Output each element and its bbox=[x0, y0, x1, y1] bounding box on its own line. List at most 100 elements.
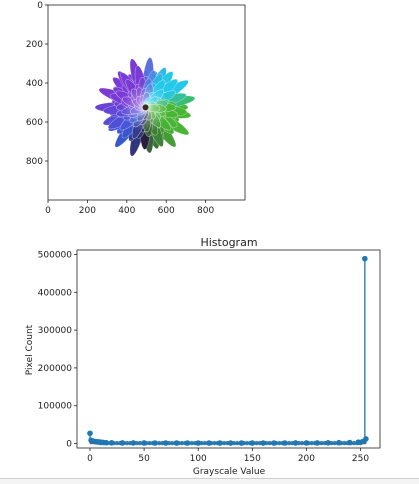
histogram-marker bbox=[362, 255, 368, 262]
histogram-marker bbox=[176, 440, 181, 446]
histogram-marker bbox=[296, 440, 302, 446]
histogram-x-axis-label: Grayscale Value bbox=[193, 467, 266, 477]
histogram-marker bbox=[225, 440, 230, 446]
histogram-marker bbox=[303, 440, 308, 446]
histogram-marker bbox=[166, 440, 172, 446]
histogram-title: Histogram bbox=[200, 236, 257, 249]
histogram-x-ticks: 0 50 100 150 200 250 bbox=[87, 448, 369, 464]
image-x-tick-label: 600 bbox=[158, 206, 175, 216]
histogram-marker bbox=[101, 440, 107, 446]
histogram-marker bbox=[234, 440, 240, 446]
histogram-marker bbox=[231, 440, 237, 446]
image-y-ticks: 0 200 400 600 800 bbox=[26, 1, 48, 167]
histogram-marker bbox=[319, 440, 324, 446]
histogram-marker bbox=[260, 440, 266, 446]
image-plot-frame bbox=[47, 4, 246, 201]
histogram-marker bbox=[202, 440, 207, 446]
histogram-marker bbox=[280, 440, 285, 446]
histogram-y-tick-label: 100000 bbox=[38, 402, 73, 412]
histogram-marker bbox=[118, 440, 123, 446]
histogram-marker bbox=[273, 440, 279, 446]
histogram-marker bbox=[108, 440, 113, 446]
histogram-marker bbox=[286, 440, 292, 446]
histogram-marker bbox=[179, 440, 185, 446]
histogram-marker bbox=[312, 440, 318, 446]
histogram-y-tick-label: 300000 bbox=[38, 326, 73, 336]
histogram-marker bbox=[170, 440, 175, 446]
histogram-marker bbox=[241, 440, 246, 446]
histogram-marker bbox=[342, 440, 347, 446]
histogram-marker bbox=[127, 440, 133, 446]
histogram-marker bbox=[105, 440, 110, 446]
histogram-marker bbox=[322, 440, 328, 446]
histogram-x-tick-label: 50 bbox=[138, 454, 150, 464]
histogram-marker bbox=[363, 436, 369, 442]
histogram-marker bbox=[244, 440, 250, 446]
histogram-marker bbox=[114, 440, 120, 446]
histogram-marker bbox=[98, 440, 104, 446]
histogram-stems bbox=[87, 255, 369, 446]
histogram-x-tick-label: 150 bbox=[244, 454, 261, 464]
histogram-marker bbox=[309, 440, 315, 446]
histogram-marker bbox=[306, 440, 311, 446]
histogram-marker bbox=[228, 440, 233, 446]
histogram-x-tick-label: 100 bbox=[190, 454, 207, 464]
histogram-marker bbox=[134, 440, 139, 446]
histogram-marker bbox=[355, 440, 360, 446]
histogram-marker bbox=[124, 440, 129, 446]
histogram-marker bbox=[338, 440, 344, 446]
histogram-marker bbox=[163, 440, 168, 446]
histogram-marker bbox=[299, 440, 305, 446]
image-y-tick-label: 200 bbox=[26, 40, 43, 50]
histogram-marker bbox=[196, 440, 201, 446]
histogram-marker bbox=[293, 440, 298, 446]
histogram-y-tick-label: 500000 bbox=[38, 251, 73, 261]
histogram-marker bbox=[270, 440, 276, 446]
image-x-tick-label: 200 bbox=[79, 206, 96, 216]
histogram-frame bbox=[76, 249, 381, 449]
histogram-marker bbox=[332, 440, 337, 446]
histogram-marker bbox=[140, 440, 146, 446]
histogram-x-tick-label: 250 bbox=[352, 454, 369, 464]
histogram-marker bbox=[208, 440, 214, 446]
histogram-marker bbox=[358, 440, 363, 446]
image-y-tick-label: 0 bbox=[37, 1, 43, 11]
histogram-marker bbox=[215, 440, 220, 446]
flower-image bbox=[94, 57, 196, 157]
histogram-marker bbox=[351, 440, 357, 446]
histogram-y-axis-label: Pixel Count bbox=[25, 324, 35, 375]
histogram-x-tick-label: 0 bbox=[87, 454, 93, 464]
image-y-tick-label: 800 bbox=[26, 157, 43, 167]
histogram-marker bbox=[335, 440, 340, 446]
histogram-marker bbox=[264, 440, 269, 446]
histogram-marker bbox=[277, 440, 282, 446]
histogram-marker bbox=[290, 440, 295, 446]
histogram-marker bbox=[316, 440, 321, 446]
histogram-marker bbox=[144, 440, 149, 446]
image-y-tick-label: 400 bbox=[26, 79, 43, 89]
histogram-marker bbox=[199, 440, 204, 446]
histogram-marker bbox=[329, 440, 334, 446]
histogram-marker bbox=[251, 440, 256, 446]
flower-center bbox=[142, 104, 149, 111]
histogram-marker bbox=[267, 440, 272, 446]
histogram-marker bbox=[192, 440, 198, 446]
histogram-y-tick-label: 400000 bbox=[38, 288, 73, 298]
image-y-tick-label: 600 bbox=[26, 118, 43, 128]
histogram-marker bbox=[121, 440, 126, 446]
histogram-marker bbox=[111, 440, 116, 446]
image-plot: 0 200 400 600 800 0 200 400 600 800 bbox=[26, 1, 246, 216]
histogram-plot: Histogram 0 50 100 150 200 250 0 100000 200000 3… bbox=[25, 236, 381, 477]
histogram-marker bbox=[283, 440, 289, 446]
cell-separator bbox=[0, 478, 419, 484]
histogram-marker bbox=[157, 440, 162, 446]
histogram-marker bbox=[173, 440, 178, 446]
image-x-tick-label: 800 bbox=[197, 206, 214, 216]
image-x-tick-label: 400 bbox=[118, 206, 135, 216]
histogram-marker bbox=[247, 440, 253, 446]
histogram-marker bbox=[160, 440, 165, 446]
histogram-marker bbox=[183, 440, 188, 446]
histogram-marker bbox=[348, 440, 353, 446]
histogram-marker bbox=[218, 440, 224, 446]
